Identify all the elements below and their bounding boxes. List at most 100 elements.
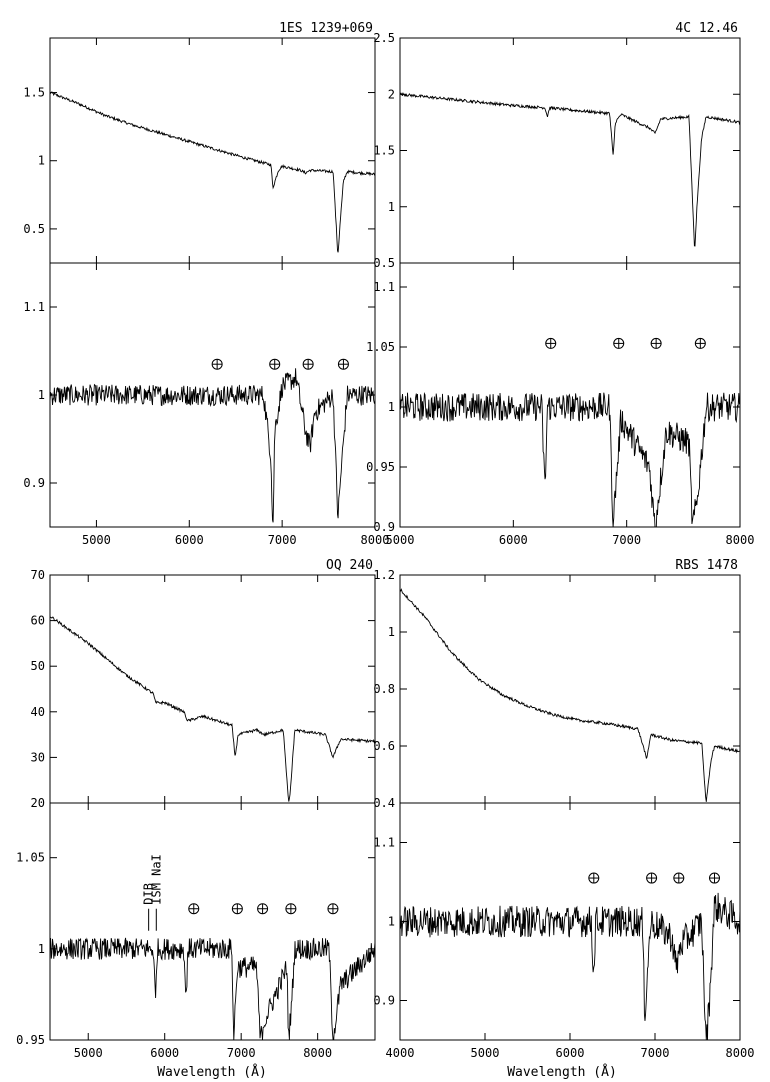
telluric-marker (327, 903, 339, 915)
telluric-marker (709, 872, 720, 884)
telluric-marker (673, 872, 685, 884)
y-tick-label: 0.8 (373, 682, 395, 696)
plot-frame (399, 262, 741, 528)
chart-title: 1ES 1239+069 (279, 21, 373, 36)
subplot-bottom: 0.9 1 1.1 5000 6000 7000 8000 (23, 262, 390, 547)
x-tick-label: 6000 (175, 533, 204, 547)
x-tick-label: 4000 (386, 1046, 415, 1060)
y-tick-label: 1.2 (373, 568, 395, 582)
x-tick-label: 7000 (641, 1046, 670, 1060)
chart-panel-1: 4C 12.46 0.5 1 1.5 2 2.5 0.9 0.95 1 1.05 1.1 5000 60… (366, 21, 754, 547)
spectrum-line-bottom (49, 368, 376, 523)
y-tick-label: 60 (31, 614, 45, 628)
chart-title: 4C 12.46 (675, 21, 738, 36)
plot-frame (399, 37, 741, 264)
telluric-marker (269, 358, 281, 370)
y-tick-label: 20 (31, 796, 45, 810)
y-tick-label: 1 (388, 915, 395, 929)
x-tick-label: 5000 (82, 533, 111, 547)
chart-title: OQ 240 (326, 558, 373, 573)
y-tick-label: 50 (31, 659, 45, 673)
y-tick-label: 0.4 (373, 796, 395, 810)
y-tick-label: 70 (31, 568, 45, 582)
y-tick-label: 1 (388, 200, 395, 214)
y-tick-label: 2 (388, 87, 395, 101)
y-tick-label: 1 (388, 625, 395, 639)
subplot-top: 0.5 1 1.5 (23, 37, 376, 264)
spectrum-line-bottom (49, 937, 376, 1041)
annotation-label: DIB (142, 883, 156, 905)
y-tick-label: 1 (38, 942, 45, 956)
telluric-marker (211, 358, 223, 370)
telluric-marker (257, 903, 269, 915)
y-tick-label: 1.05 (366, 340, 395, 354)
chart-panel-3: RBS 1478 0.4 0.6 0.8 1 1.2 0.9 1 1.1 4000 5000 6000… (373, 558, 754, 1060)
telluric-marker (694, 337, 706, 349)
telluric-marker (646, 872, 658, 884)
x-tick-label: 6000 (499, 533, 528, 547)
plot-frame (399, 574, 741, 804)
subplot-top: 20 30 40 50 60 70 (31, 568, 376, 810)
y-tick-label: 1 (38, 154, 45, 168)
spectrum-line-top (49, 616, 376, 802)
telluric-marker (285, 903, 297, 915)
y-tick-label: 1 (388, 400, 395, 414)
x-axis-label-left: Wavelength (Å) (157, 1064, 267, 1080)
spectrum-line-bottom (399, 392, 741, 528)
y-tick-label: 0.5 (23, 222, 45, 236)
telluric-marker (588, 872, 600, 884)
spectrum-line-top (49, 91, 376, 253)
chart-panel-0: 1ES 1239+069 0.5 1 1.5 0.9 1 1.1 5000 6000 7000 80… (23, 21, 389, 547)
subplot-bottom: 0.9 1 1.1 4000 5000 6000 7000 8000 (373, 802, 755, 1060)
x-tick-label: 5000 (74, 1046, 103, 1060)
telluric-marker (613, 337, 625, 349)
telluric-marker (650, 337, 662, 349)
y-tick-label: 0.9 (373, 520, 395, 534)
telluric-marker (302, 358, 314, 370)
y-tick-label: 0.6 (373, 739, 395, 753)
y-tick-label: 1.05 (16, 851, 45, 865)
x-axis-label-right: Wavelength (Å) (507, 1064, 617, 1080)
telluric-marker (545, 337, 557, 349)
x-tick-label: 6000 (556, 1046, 585, 1060)
y-tick-label: 0.9 (23, 476, 45, 490)
annotation-label: ISM NaI (149, 854, 163, 905)
y-tick-label: 30 (31, 750, 45, 764)
telluric-marker (188, 903, 200, 915)
spectrum-line-bottom (399, 892, 741, 1041)
spectrum-line-top (399, 92, 741, 247)
y-tick-label: 1.1 (373, 280, 395, 294)
x-tick-label: 5000 (386, 533, 415, 547)
x-tick-label: 8000 (726, 1046, 755, 1060)
subplot-top: 0.4 0.6 0.8 1 1.2 (373, 568, 741, 810)
y-tick-label: 1.5 (23, 86, 45, 100)
y-tick-label: 1.1 (373, 836, 395, 850)
telluric-marker (337, 358, 349, 370)
x-tick-label: 8000 (303, 1046, 332, 1060)
y-tick-label: 0.9 (373, 994, 395, 1008)
plot-frame (49, 574, 376, 804)
x-tick-label: 8000 (361, 533, 390, 547)
y-tick-label: 40 (31, 705, 45, 719)
chart-title: RBS 1478 (675, 558, 738, 573)
subplot-bottom: 0.9 0.95 1 1.05 1.1 5000 6000 7000 8000 (366, 262, 755, 547)
x-tick-label: 8000 (726, 533, 755, 547)
x-tick-label: 7000 (227, 1046, 256, 1060)
subplot-top: 0.5 1 1.5 2 2.5 (373, 31, 741, 270)
y-tick-label: 2.5 (373, 31, 395, 45)
y-tick-label: 1.5 (373, 144, 395, 158)
x-tick-label: 7000 (612, 533, 641, 547)
y-tick-label: 0.95 (16, 1033, 45, 1047)
y-tick-label: 1.1 (23, 300, 45, 314)
telluric-marker (231, 903, 243, 915)
y-tick-label: 1 (38, 388, 45, 402)
y-tick-label: 0.5 (373, 256, 395, 270)
y-tick-label: 0.95 (366, 460, 395, 474)
plot-frame (49, 37, 376, 264)
x-tick-label: 6000 (150, 1046, 179, 1060)
x-tick-label: 5000 (471, 1046, 500, 1060)
spectrum-line-top (399, 588, 740, 802)
